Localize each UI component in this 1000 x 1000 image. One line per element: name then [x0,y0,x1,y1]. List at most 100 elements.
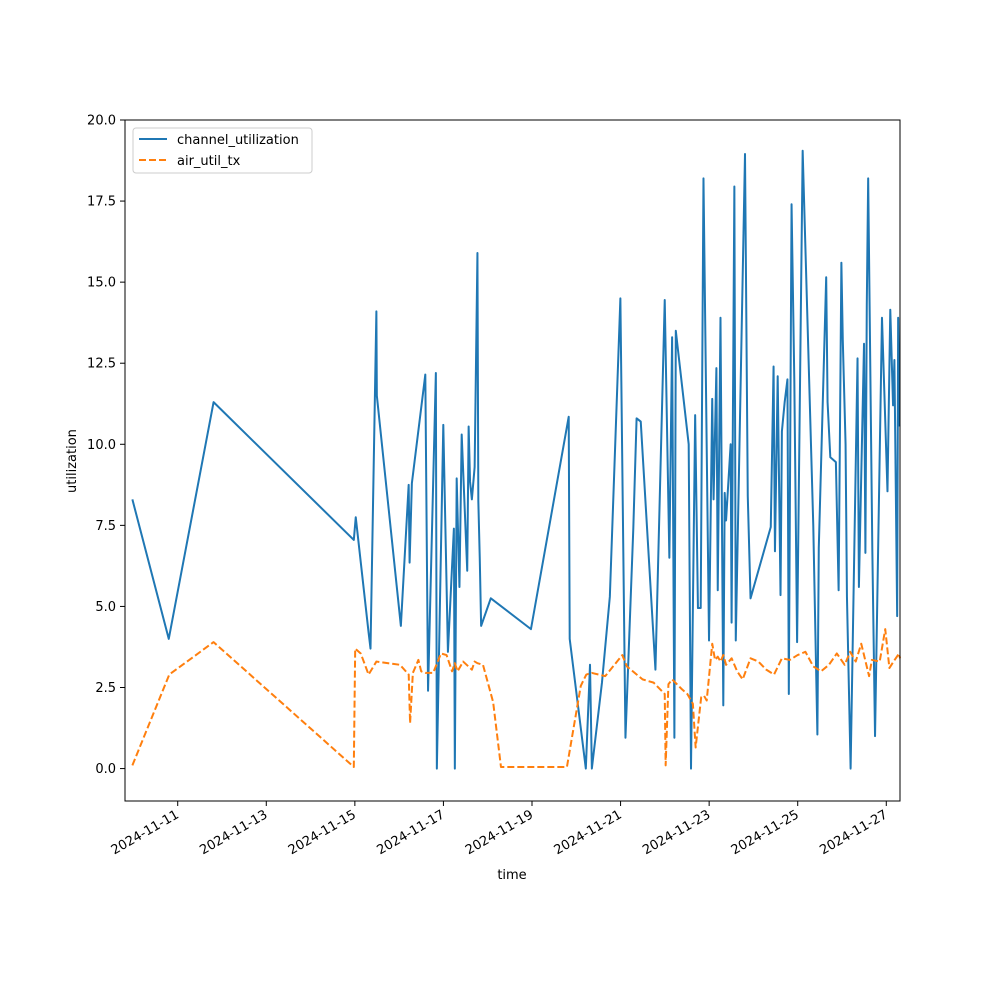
data-point [369,647,372,650]
data-point [446,650,449,653]
data-point [845,595,848,598]
data-point [896,615,899,618]
data-point [467,425,470,428]
data-point [568,637,571,640]
data-point [757,660,760,663]
data-point [432,671,435,674]
data-point [722,653,725,656]
data-point [849,767,852,770]
data-point [780,430,783,433]
y-tick-label: 7.5 [95,519,116,534]
data-point [880,316,883,319]
data-point [835,652,838,655]
data-point [724,663,727,666]
data-point [749,657,752,660]
data-point [702,694,705,697]
data-point [466,569,469,572]
data-point [590,671,593,674]
data-point [352,765,355,768]
data-point [453,767,456,770]
data-point [700,696,703,699]
data-point [439,652,442,655]
data-point [407,673,410,676]
data-point [470,498,473,501]
data-point [729,443,732,446]
data-point [694,414,697,417]
data-point [719,316,722,319]
data-point [892,660,895,663]
data-point [790,203,793,206]
y-tick-label: 2.5 [95,681,116,696]
data-point [410,482,413,485]
data-point [741,678,744,681]
data-point [769,525,772,528]
data-point [843,663,846,666]
data-point [825,276,828,279]
data-point [408,722,411,725]
data-point [652,681,655,684]
legend-label-air-util-tx: air_util_tx [177,154,241,169]
data-point [779,593,782,596]
data-point [746,495,749,498]
data-point [888,666,891,669]
data-point [870,658,873,661]
data-point [712,498,715,501]
data-point [837,589,840,592]
data-point [722,704,725,707]
series-line-air-util-tx [131,628,901,768]
data-point [375,394,378,397]
data-point [625,665,628,668]
data-point [462,660,465,663]
data-point [450,670,453,673]
data-point [673,736,676,739]
data-point [411,671,414,674]
data-point [639,420,642,423]
data-point [734,639,737,642]
data-point [780,657,783,660]
data-point [600,681,603,684]
data-point [476,251,479,254]
data-point [687,443,690,446]
data-point [817,546,820,549]
data-point [783,401,786,404]
data-point [772,365,775,368]
data-point [671,336,674,339]
data-point [860,642,863,645]
data-point [664,764,667,767]
data-point [820,670,823,673]
data-point [212,401,215,404]
data-point [856,357,859,360]
data-point [849,650,852,653]
data-point [854,660,857,663]
data-point [480,624,483,627]
data-point [868,297,871,300]
data-point [867,675,870,678]
legend: channel_utilization air_util_tx [132,127,313,174]
data-point [442,423,445,426]
data-point [131,498,134,501]
data-point [694,746,697,749]
data-point [632,527,635,530]
data-point [458,585,461,588]
data-point [473,465,476,468]
data-point [375,660,378,663]
data-point [841,339,844,342]
data-point [460,433,463,436]
data-point [736,670,739,673]
data-point [529,628,532,631]
data-point [635,417,638,420]
data-point [667,683,670,686]
data-point [588,663,591,666]
data-point [359,652,362,655]
data-point [716,655,719,658]
data-point [424,373,427,376]
data-point [804,650,807,653]
legend-label-channel-utilization: channel_utilization [177,133,299,148]
data-point [857,585,860,588]
data-point [584,767,587,770]
data-point [470,668,473,671]
data-point [733,185,736,188]
data-point [686,692,689,695]
data-point [689,767,692,770]
